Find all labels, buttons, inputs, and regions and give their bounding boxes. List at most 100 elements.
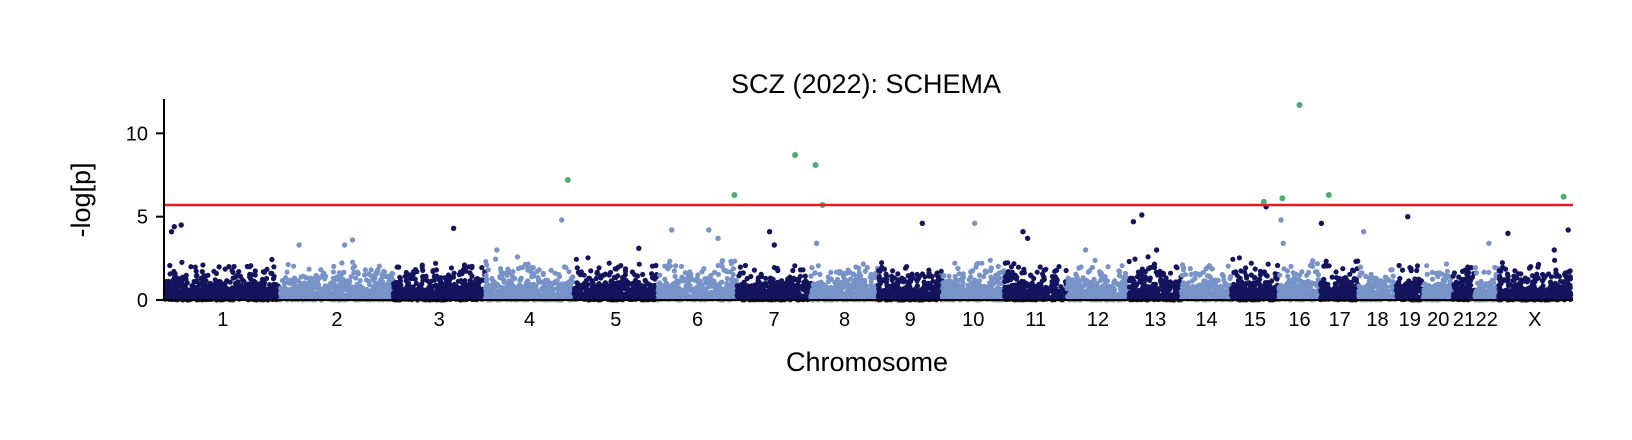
data-point [283, 275, 289, 281]
data-point [351, 270, 357, 276]
data-point [534, 268, 541, 274]
data-point [774, 265, 780, 272]
data-point [755, 278, 761, 284]
data-point [306, 266, 312, 272]
data-point [167, 262, 173, 269]
data-point [427, 280, 433, 286]
data-point [468, 290, 474, 296]
data-point [980, 285, 986, 291]
data-point [685, 293, 692, 299]
data-point [514, 285, 520, 291]
data-point [685, 281, 692, 287]
data-point [797, 273, 804, 279]
data-point [540, 270, 546, 276]
data-point [285, 261, 291, 268]
data-point [948, 287, 954, 293]
data-point [742, 262, 749, 269]
data-point [484, 282, 490, 288]
data-point [514, 254, 521, 260]
data-point [987, 257, 993, 263]
data-point [193, 268, 199, 274]
data-point [542, 280, 548, 286]
data-point [879, 264, 885, 270]
data-point [201, 280, 208, 286]
data-point [557, 293, 564, 299]
data-point [815, 289, 822, 295]
data-point [730, 266, 737, 272]
data-point [671, 268, 678, 274]
data-point [574, 265, 580, 271]
data-point [914, 278, 920, 284]
data-point [336, 270, 342, 276]
data-point [485, 267, 491, 273]
data-point [476, 293, 482, 299]
data-point [796, 290, 802, 297]
data-point [612, 290, 618, 297]
data-point [269, 256, 275, 263]
data-point [663, 280, 670, 286]
data-point [493, 256, 499, 262]
data-point [577, 294, 583, 300]
data-point [368, 273, 374, 279]
data-point [252, 272, 258, 278]
data-point [719, 258, 726, 264]
data-point [167, 271, 173, 277]
data-point [774, 280, 781, 286]
data-point [1053, 267, 1060, 273]
data-point [825, 274, 831, 280]
data-point [271, 290, 278, 296]
data-point [997, 287, 1003, 293]
data-point [602, 280, 609, 286]
data-point [979, 260, 985, 266]
data-point [552, 270, 558, 276]
data-point [815, 263, 821, 269]
data-point [737, 264, 744, 270]
data-point [729, 289, 735, 295]
data-point [313, 272, 319, 278]
data-point [922, 274, 928, 280]
data-point [466, 264, 472, 270]
data-point [854, 281, 860, 287]
data-point [833, 269, 840, 275]
data-point [901, 276, 907, 283]
data-point [431, 277, 437, 283]
data-point [859, 277, 865, 283]
data-point [914, 283, 921, 289]
data-point [227, 279, 233, 285]
data-point [550, 287, 556, 293]
data-point [380, 279, 386, 285]
data-point [525, 261, 531, 267]
data-point [866, 289, 872, 296]
data-point [362, 272, 368, 278]
data-point [1003, 273, 1009, 279]
data-point [982, 268, 989, 274]
data-point [1037, 264, 1043, 270]
data-point [496, 288, 502, 294]
data-point [300, 273, 306, 279]
data-point [976, 272, 983, 278]
data-point [557, 273, 563, 279]
data-point [188, 264, 194, 270]
data-point [530, 273, 537, 279]
data-point [192, 264, 198, 270]
data-point [532, 287, 538, 293]
data-point [497, 266, 504, 272]
data-point [390, 271, 396, 277]
data-point [507, 282, 513, 288]
data-point [641, 285, 647, 291]
data-point [525, 278, 531, 284]
data-point [834, 292, 840, 298]
data-point [955, 265, 961, 271]
data-point [781, 291, 788, 297]
data-point [261, 285, 267, 291]
data-point [769, 278, 775, 284]
data-point [1051, 278, 1057, 285]
data-point [899, 293, 906, 299]
data-point [636, 282, 642, 288]
data-point [736, 273, 742, 279]
data-point [206, 291, 212, 297]
data-point [961, 290, 967, 296]
data-point [373, 271, 380, 277]
data-point [342, 282, 348, 288]
data-point [335, 277, 341, 283]
